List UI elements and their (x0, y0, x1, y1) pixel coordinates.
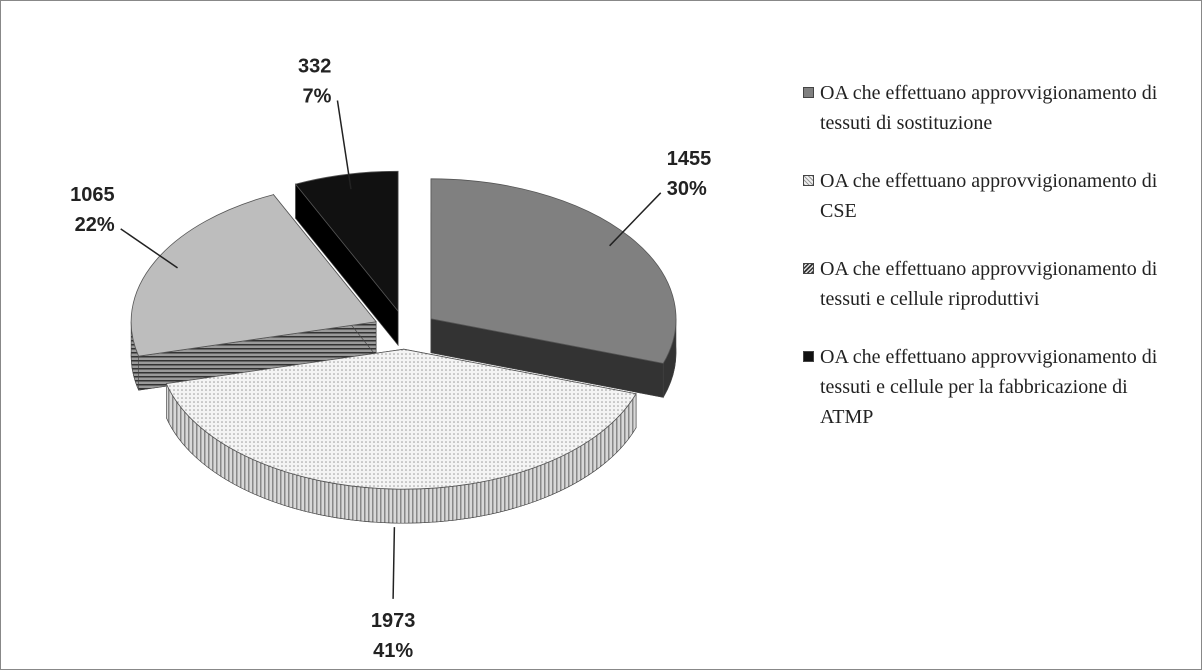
legend-swatch (803, 263, 814, 274)
data-label-value: 1973 (371, 610, 416, 632)
legend-label: OA che effettuano approvvigionamento di … (820, 170, 1158, 222)
legend: OA che effettuano approvvigionamento di … (803, 78, 1173, 460)
slice (294, 170, 399, 347)
slice (430, 178, 677, 399)
slice-top (430, 178, 677, 364)
legend-item: OA che effettuano approvvigionamento di … (803, 342, 1173, 432)
slice-top (294, 170, 399, 313)
leader-line (120, 228, 178, 269)
slice-top (130, 194, 377, 357)
legend-label: OA che effettuano approvvigionamento di … (820, 82, 1158, 134)
data-label-share: 41% (373, 640, 413, 662)
leader-line (609, 192, 662, 247)
legend-label: OA che effettuano approvvigionamento di … (820, 346, 1158, 428)
leader-line (336, 100, 352, 190)
data-label-value: 332 (298, 55, 331, 77)
leader-line (392, 527, 396, 599)
data-label-value: 1065 (70, 184, 115, 206)
legend-swatch (803, 175, 814, 186)
legend-swatch (803, 87, 814, 98)
slice-top (165, 348, 637, 490)
data-label-share: 22% (75, 214, 115, 236)
legend-item: OA che effettuano approvvigionamento di … (803, 254, 1173, 314)
data-label-share: 30% (667, 178, 707, 200)
legend-item: OA che effettuano approvvigionamento di … (803, 166, 1173, 226)
slice (130, 193, 377, 391)
legend-item: OA che effettuano approvvigionamento di … (803, 78, 1173, 138)
data-label-share: 7% (303, 85, 332, 107)
legend-label: OA che effettuano approvvigionamento di … (820, 258, 1158, 310)
slice (165, 348, 637, 524)
data-label-value: 1455 (667, 148, 712, 170)
legend-swatch (803, 351, 814, 362)
